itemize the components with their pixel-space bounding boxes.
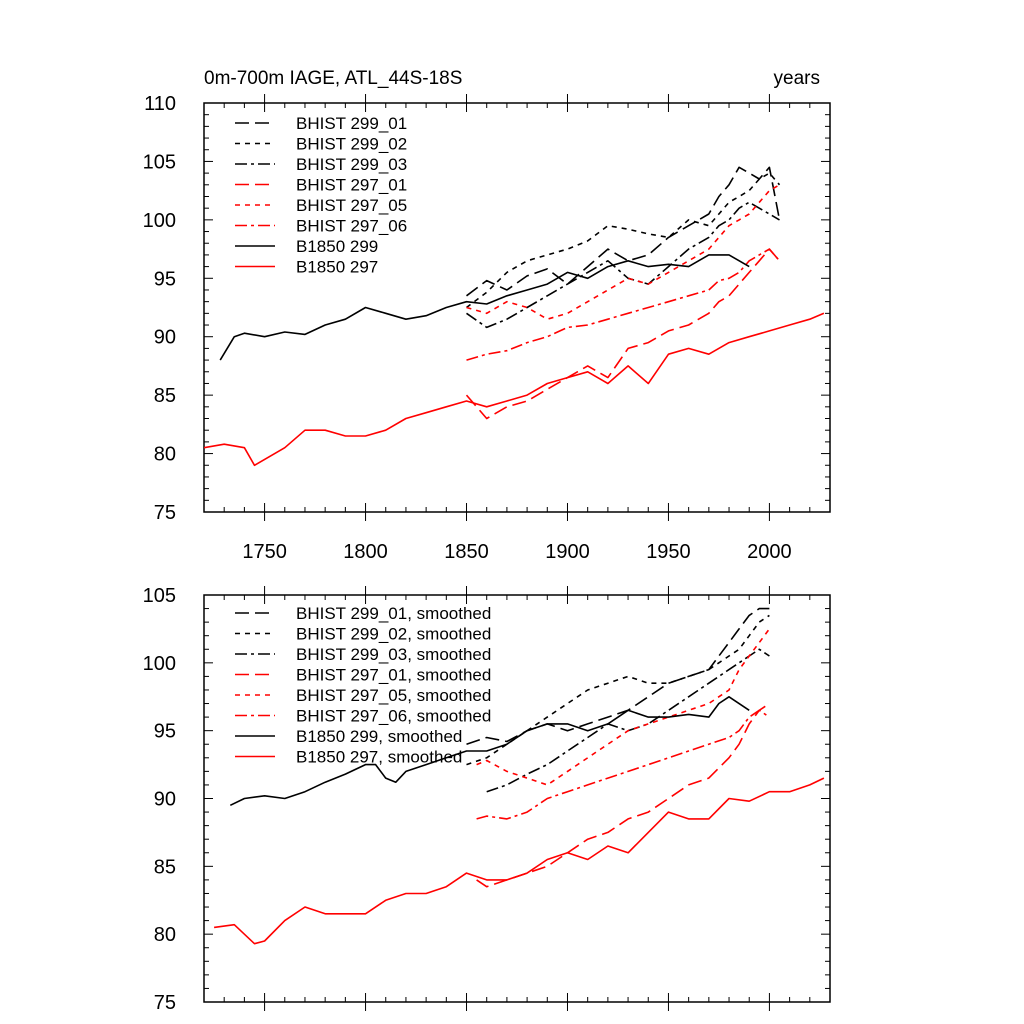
legend-label: BHIST 299_01	[296, 114, 407, 133]
plot-area	[204, 166, 825, 467]
series-line-7	[204, 312, 825, 467]
series-line-3	[465, 248, 781, 420]
y-tick-label: 80	[154, 444, 176, 466]
y-tick-label: 85	[154, 385, 176, 407]
units-label: years	[774, 68, 820, 89]
x-tick-label: 1850	[444, 541, 489, 563]
y-tick-label: 75	[154, 992, 176, 1014]
legend-label: BHIST 297_05, smoothed	[296, 686, 491, 705]
series-line-2	[486, 648, 770, 793]
series-line-1	[466, 614, 770, 766]
series-line-6	[219, 254, 750, 361]
y-tick-label: 100	[143, 653, 176, 675]
plot-frame	[203, 102, 831, 513]
legend-label: BHIST 297_05	[296, 196, 407, 215]
x-tick-label: 1750	[242, 541, 287, 563]
legend-label: BHIST 299_01, smoothed	[296, 604, 491, 623]
y-tick-label: 100	[143, 210, 176, 232]
legend-label: B1850 297	[296, 258, 378, 277]
y-tick-label: 85	[154, 856, 176, 878]
series-line-0	[466, 166, 781, 297]
y-tick-label: 105	[143, 585, 176, 607]
x-tick-label: 1800	[343, 541, 388, 563]
x-tick-label: 2000	[747, 541, 792, 563]
legend-label: BHIST 299_03, smoothed	[296, 645, 491, 664]
legend-label: BHIST 299_02, smoothed	[296, 625, 491, 644]
legend: BHIST 299_01, smoothed BHIST 299_02, smoo…	[235, 604, 491, 767]
x-tick-label: 1950	[646, 541, 691, 563]
series-line-1	[466, 172, 781, 309]
series-line-5	[466, 248, 781, 361]
legend-label: BHIST 299_02	[296, 135, 407, 154]
x-tick-label: 1900	[545, 541, 590, 563]
plot-area	[213, 607, 825, 945]
series-line-7	[213, 777, 825, 945]
series-line-5	[476, 709, 770, 820]
series-line-3	[476, 702, 770, 888]
series-line-2	[466, 201, 780, 329]
series-line-6	[229, 695, 750, 807]
legend-label: BHIST 297_01	[296, 176, 407, 195]
series-line-4	[476, 628, 771, 786]
y-tick-label: 90	[154, 327, 176, 349]
legend-label: B1850 299, smoothed	[296, 727, 462, 746]
legend-label: B1850 299	[296, 237, 378, 256]
legend-label: BHIST 297_01, smoothed	[296, 666, 491, 685]
y-tick-label: 105	[143, 151, 176, 173]
y-tick-label: 80	[154, 924, 176, 946]
chart-title: 0m-700m IAGE, ATL_44S-18S	[204, 68, 462, 89]
y-tick-label: 95	[154, 268, 176, 290]
y-tick-label: 110	[144, 93, 176, 115]
series-line-0	[466, 607, 770, 745]
legend-label: BHIST 299_03	[296, 155, 407, 174]
series-line-4	[466, 184, 780, 321]
y-tick-label: 95	[154, 721, 176, 743]
legend-label: BHIST 297_06, smoothed	[296, 707, 491, 726]
y-tick-label: 90	[154, 789, 176, 811]
top-chart: 75 80 85 90 95 100 105 110 1750 1800 1850 1900 1950 2…	[143, 68, 831, 563]
legend-label: BHIST 297_06	[296, 217, 407, 236]
legend-label: B1850 297, smoothed	[296, 748, 462, 767]
y-tick-label: 75	[154, 502, 176, 524]
